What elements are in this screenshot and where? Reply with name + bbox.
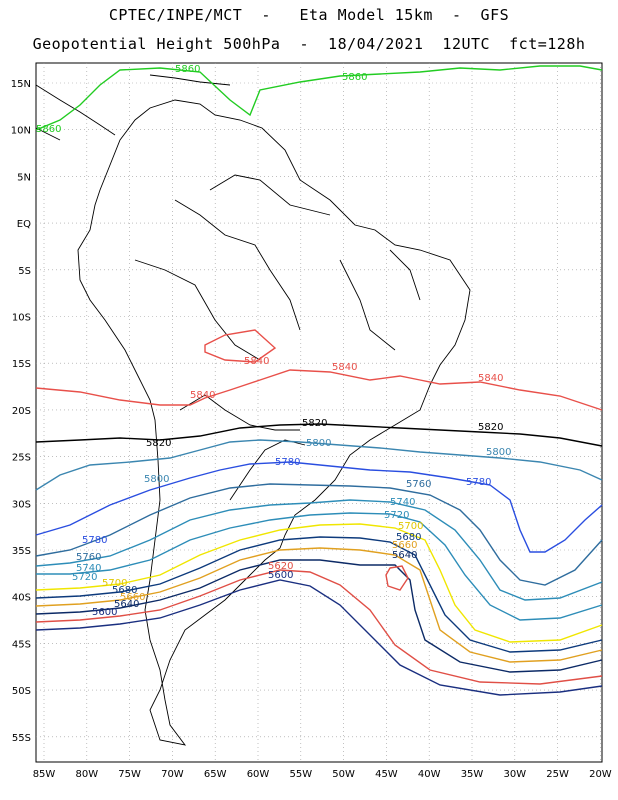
contour-5800: [35, 439, 603, 491]
label-5640-b: 5640: [114, 599, 139, 610]
lat-label-15N: 15N: [11, 79, 31, 90]
contour-5660: [35, 547, 603, 663]
contour-5780: [35, 461, 603, 553]
lon-label-85W: 85W: [33, 769, 56, 780]
label-5760-a: 5760: [406, 479, 431, 490]
contour-lines: [35, 65, 603, 696]
label-5740-b: 5740: [76, 563, 101, 574]
contour-5700: [35, 523, 603, 643]
lon-label-40W: 40W: [418, 769, 441, 780]
contour-5620: [35, 569, 603, 685]
label-5800-a: 5800: [306, 438, 331, 449]
lat-label-5S: 5S: [18, 266, 31, 277]
contour-5640: [35, 559, 603, 673]
lat-label-15S: 15S: [12, 359, 31, 370]
plot-frame: [35, 62, 603, 763]
label-5720-a: 5720: [384, 510, 409, 521]
lon-label-80W: 80W: [75, 769, 98, 780]
label-5780-c: 5780: [82, 535, 107, 546]
latitude-labels: 15N 10N 5N EQ 5S 10S 15S 20S 25S 30S 35S 40S 45S 50S 5…: [11, 79, 31, 744]
lat-label-10S: 10S: [12, 313, 31, 324]
contour-5600: [35, 579, 603, 696]
label-5820-a: 5820: [302, 418, 327, 429]
lat-label-35S: 35S: [12, 546, 31, 557]
lat-label-10N: 10N: [11, 126, 31, 137]
label-5840-d: 5840: [478, 373, 503, 384]
lon-label-20W: 20W: [589, 769, 612, 780]
coastlines: [35, 74, 471, 746]
label-5840-c: 5840: [190, 390, 215, 401]
contour-labels: 5860 5860 5860 5840 5840 5840 5840 5820 …: [36, 64, 511, 618]
lat-label-5N: 5N: [17, 172, 31, 183]
label-5860-b: 5860: [342, 72, 367, 83]
contour-5680: [35, 536, 603, 653]
lon-label-35W: 35W: [461, 769, 484, 780]
label-5660-b: 5660: [120, 592, 145, 603]
label-5720-b: 5720: [72, 572, 97, 583]
contour-5840-b: [204, 329, 277, 363]
lon-label-50W: 50W: [332, 769, 355, 780]
label-5680-a: 5680: [396, 532, 421, 543]
label-5820-c: 5820: [146, 438, 171, 449]
lon-label-45W: 45W: [375, 769, 398, 780]
label-5820-b: 5820: [478, 422, 503, 433]
label-5780-b: 5780: [466, 477, 491, 488]
label-5640-a: 5640: [392, 550, 417, 561]
label-5700-a: 5700: [398, 521, 423, 532]
contour-5720: [36, 512, 603, 621]
lon-label-25W: 25W: [546, 769, 569, 780]
lon-label-70W: 70W: [161, 769, 184, 780]
lon-label-30W: 30W: [503, 769, 526, 780]
lat-label-EQ: EQ: [17, 219, 31, 230]
label-5740-a: 5740: [390, 497, 415, 508]
label-5840-b: 5840: [332, 362, 357, 373]
map-title-line2: Geopotential Height 500hPa - 18/04/2021 …: [32, 35, 586, 53]
label-5860-a: 5860: [175, 64, 200, 75]
lon-label-75W: 75W: [118, 769, 141, 780]
lat-label-25S: 25S: [12, 453, 31, 464]
lat-label-20S: 20S: [12, 406, 31, 417]
contour-5840-a: [35, 369, 603, 411]
lat-label-50S: 50S: [12, 686, 31, 697]
label-5620: 5620: [268, 561, 293, 572]
contour-5760: [35, 483, 603, 586]
lon-label-60W: 60W: [247, 769, 270, 780]
label-5860-c: 5860: [36, 124, 61, 135]
map-title-line1: CPTEC/INPE/MCT - Eta Model 15km - GFS: [108, 6, 510, 24]
label-5840-a: 5840: [244, 356, 269, 367]
label-5600-b: 5600: [92, 607, 117, 618]
lat-label-55S: 55S: [12, 733, 31, 744]
label-5800-b: 5800: [486, 447, 511, 458]
contour-5620-low: [385, 565, 409, 591]
longitude-labels: 85W 80W 75W 70W 65W 60W 55W 50W 45W 40W 35W 30W 25W 2…: [33, 769, 612, 780]
lat-label-45S: 45S: [12, 639, 31, 650]
lat-label-40S: 40S: [12, 593, 31, 604]
label-5600-a: 5600: [268, 570, 293, 581]
contour-5820: [35, 423, 603, 447]
label-5700-b: 5700: [102, 578, 127, 589]
label-5660-a: 5660: [392, 540, 417, 551]
contour-5740: [35, 499, 603, 601]
contour-5860: [35, 65, 603, 131]
label-5680-b: 5680: [112, 585, 137, 596]
label-5780-a: 5780: [275, 457, 300, 468]
lat-label-30S: 30S: [12, 499, 31, 510]
lon-label-55W: 55W: [289, 769, 312, 780]
label-5760-b: 5760: [76, 552, 101, 563]
lon-label-65W: 65W: [204, 769, 227, 780]
label-5800-c: 5800: [144, 474, 169, 485]
